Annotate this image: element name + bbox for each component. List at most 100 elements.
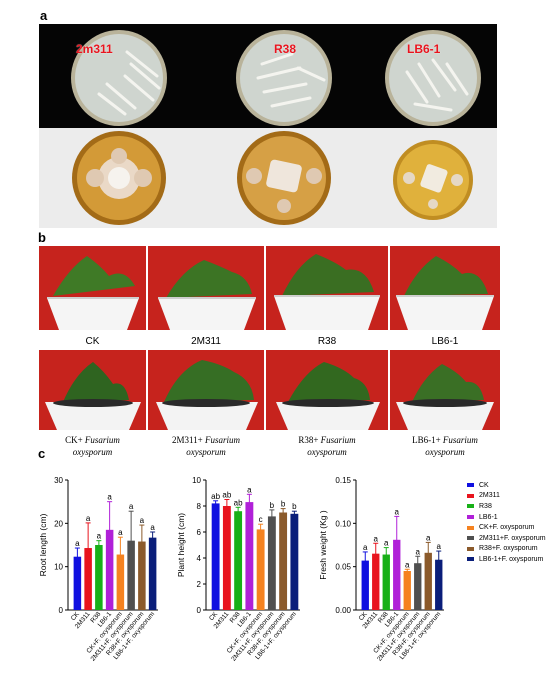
fungal-plate-photo-lb6-1 (367, 128, 497, 228)
bar (361, 560, 369, 610)
petri-dish-lb6-1 (385, 30, 481, 126)
bar (148, 537, 157, 610)
fungal-plate-photo-2m311 (39, 128, 200, 228)
legend-label: 2M311 (479, 492, 500, 500)
petri-dish-2m311 (71, 30, 167, 126)
significance-letter: a (107, 493, 112, 502)
pot-plant-2m311-fusarium (156, 360, 258, 430)
legend-item: CK+F. oxysporum (467, 522, 546, 533)
significance-letter: b (281, 500, 286, 509)
pot-plant-2m311 (158, 260, 256, 330)
pot-photo-ck (39, 246, 146, 330)
significance-letter: ab (211, 492, 220, 501)
significance-letter: b (292, 502, 297, 511)
y-tick-label: 20 (54, 519, 63, 528)
bar (222, 506, 231, 610)
bar (414, 563, 422, 610)
legend-label: LB6-1+F. oxysporum (479, 555, 544, 563)
pot-plant-ck-fusarium (45, 362, 141, 430)
pot-photo-r38 (266, 246, 388, 330)
category-label: CK (358, 610, 370, 622)
bar (127, 540, 135, 610)
bar (138, 541, 146, 610)
legend-item: CK (467, 480, 546, 491)
bar (279, 512, 288, 610)
significance-letter: a (395, 507, 400, 516)
significance-letter: a (416, 547, 421, 556)
bar (290, 513, 299, 610)
bar (116, 554, 125, 610)
panel-label-b: b (38, 230, 46, 245)
plate-photo-lb6-1 (367, 24, 497, 128)
bar (95, 545, 103, 610)
pot-plant-r38-fusarium (276, 362, 380, 430)
y-tick-label: 6 (197, 528, 202, 537)
pot-label-ck: CK (85, 336, 100, 347)
pot-photo-ck-fusarium (39, 350, 146, 430)
significance-letter: a (140, 516, 145, 525)
fungal-dish-r38 (237, 131, 331, 225)
legend-item: 2M311 (467, 491, 546, 502)
y-tick-label: 10 (192, 476, 201, 485)
significance-letter: a (384, 539, 389, 548)
y-tick-label: 8 (197, 502, 202, 511)
significance-letter: a (437, 542, 442, 551)
pot-plant-lb6-1-fusarium (396, 364, 494, 430)
plate-label-lb6-1: LB6-1 (407, 42, 441, 56)
pot-photo-2m311 (148, 246, 264, 330)
y-tick-label: 0.15 (335, 476, 351, 485)
legend-item: LB6-1 (467, 512, 546, 523)
significance-letter: a (129, 502, 134, 511)
significance-letter: a (97, 532, 102, 541)
bar (372, 553, 380, 610)
legend-swatch (467, 483, 474, 488)
significance-letter: a (363, 543, 368, 552)
legend-label: LB6-1 (479, 513, 498, 521)
significance-letter: a (118, 528, 123, 537)
bar (435, 559, 443, 610)
legend-item: R38 (467, 501, 546, 512)
bar (403, 571, 411, 610)
bar (382, 554, 390, 610)
significance-letter: b (270, 501, 275, 510)
y-tick-label: 0 (197, 606, 202, 615)
bar (393, 539, 401, 610)
bar (84, 548, 92, 610)
legend-swatch (467, 557, 474, 562)
pot-label-lb6-1-fusarium: LB6-1+ Fusarium oxysporum (412, 435, 478, 457)
y-tick-label: 4 (197, 554, 202, 563)
significance-letter: a (247, 485, 252, 494)
pot-label-2m311-fusarium: 2M311+ Fusarium oxysporum (171, 435, 240, 457)
category-label: CK (70, 610, 82, 622)
legend-swatch (467, 546, 474, 551)
legend-item: R38+F. oxysporum (467, 544, 546, 555)
significance-letter: c (259, 515, 263, 524)
y-tick-label: 0.00 (335, 606, 351, 615)
pot-plant-ck (47, 256, 139, 330)
y-tick-label: 0.05 (335, 563, 351, 572)
pot-photo-lb6-1-fusarium (390, 350, 500, 430)
pot-photo-r38-fusarium (266, 350, 388, 430)
fungal-dish-lb6-1 (393, 140, 473, 220)
fungal-dish-2m311 (72, 131, 166, 225)
legend-label: R38+F. oxysporum (479, 545, 538, 553)
legend-label: CK (479, 481, 489, 489)
legend-swatch (467, 525, 474, 530)
legend-label: CK+F. oxysporum (479, 524, 535, 532)
bar (105, 529, 114, 610)
pot-photo-2m311-fusarium (148, 350, 264, 430)
plate-photo-2m311 (39, 24, 200, 128)
category-label: CK (208, 610, 220, 622)
pot-label-lb6-1: LB6-1 (431, 336, 459, 347)
bar (245, 502, 254, 610)
pot-label-ck-fusarium: CK+ Fusarium oxysporum (65, 435, 120, 457)
significance-letter: a (374, 534, 379, 543)
pot-label-2m311: 2M311 (191, 336, 221, 347)
pot-label-r38-fusarium: R38+ Fusarium oxysporum (298, 435, 356, 457)
bar (424, 552, 432, 610)
legend-swatch (467, 504, 474, 509)
plate-photo-r38 (200, 24, 367, 128)
fungal-plate-photo-r38 (200, 128, 367, 228)
plate-label-r38: R38 (274, 42, 297, 56)
legend-swatch (467, 493, 474, 498)
